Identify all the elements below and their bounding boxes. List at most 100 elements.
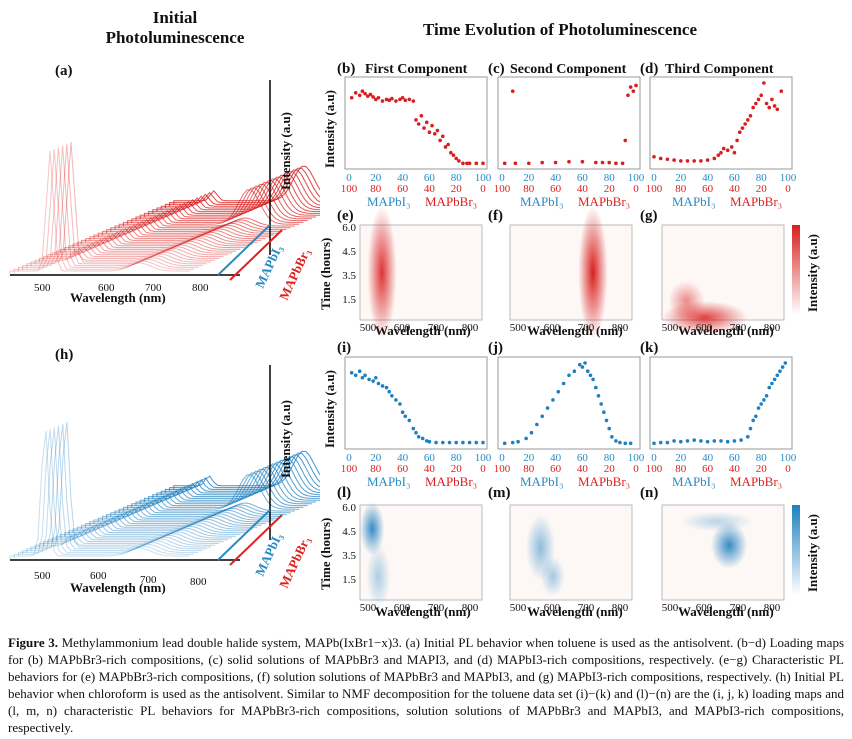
waterfall-plot-a xyxy=(9,80,320,281)
spectrum-curve xyxy=(51,242,233,257)
spectrum-curve xyxy=(17,427,199,557)
tick-top-i: 20 xyxy=(370,452,382,464)
data-point-i xyxy=(394,398,398,402)
spectrum-curve xyxy=(164,454,320,494)
spectrum-curve xyxy=(127,185,308,225)
heatmap-m-wavelength-label: Wavelength (nm) xyxy=(527,604,623,619)
data-point-j xyxy=(529,430,534,435)
data-point-k xyxy=(739,438,743,442)
data-point-i xyxy=(390,394,394,398)
spectrum-curve xyxy=(110,217,291,232)
spectrum-curve xyxy=(22,145,203,270)
data-point-j xyxy=(607,426,611,431)
data-point-b xyxy=(443,145,448,149)
data-point-b xyxy=(349,95,354,100)
data-point-d xyxy=(756,97,761,102)
data-point-i xyxy=(414,430,418,435)
data-point-j xyxy=(594,385,598,390)
spectrum-curve xyxy=(101,506,283,521)
spectrum-curve xyxy=(148,176,320,216)
heatmap-e-wavelength-label: Wavelength (nm) xyxy=(375,323,471,338)
data-point-b xyxy=(411,99,416,103)
data-point-b xyxy=(465,161,469,166)
tick-bottom-j: 80 xyxy=(523,463,535,475)
data-point-i xyxy=(376,381,381,386)
label-mapbi3-b: MAPbI₃ xyxy=(367,194,411,209)
tick-bottom-b: 80 xyxy=(370,183,382,195)
data-point-i xyxy=(420,436,425,441)
data-point-b xyxy=(353,91,358,95)
data-point-j xyxy=(510,440,515,445)
caption-label: Figure 3. xyxy=(8,635,58,650)
data-point-b xyxy=(430,123,434,128)
data-point-c xyxy=(540,160,544,165)
tick-top-b: 0 xyxy=(346,172,352,184)
waterfall-a-tick-500: 500 xyxy=(34,282,51,294)
waterfall-h-wavelength-label: Wavelength (nm) xyxy=(70,580,166,595)
data-point-c xyxy=(607,160,611,165)
data-point-i xyxy=(360,375,365,380)
data-point-c xyxy=(620,161,625,166)
title-first-component: First Component xyxy=(365,62,468,77)
spectrum-curve xyxy=(17,147,199,272)
panel-label-n: (n) xyxy=(640,485,659,501)
wl-tick-g: 800 xyxy=(764,322,781,334)
time-tick-l: 3.5 xyxy=(342,550,356,562)
spectrum-curve xyxy=(89,511,270,526)
data-point-d xyxy=(762,81,766,85)
tick-bottom-d: 0 xyxy=(785,183,791,195)
time-tick-e: 6.0 xyxy=(342,222,356,234)
data-point-b xyxy=(371,95,375,99)
data-point-b xyxy=(400,95,405,100)
data-point-d xyxy=(732,150,737,155)
data-point-j xyxy=(561,381,566,386)
data-point-b xyxy=(454,156,459,161)
label-mapbi3-d: MAPbI₃ xyxy=(672,194,716,209)
spectrum-curve xyxy=(118,474,300,514)
spectrum-curve xyxy=(89,226,270,241)
data-point-k xyxy=(783,361,788,365)
panel-label-g: (g) xyxy=(640,208,658,224)
label-mapbbr3-c: MAPbBr₃ xyxy=(578,194,630,209)
data-point-j xyxy=(596,394,601,398)
label-mapbbr3-i: MAPbBr₃ xyxy=(425,474,477,489)
data-point-k xyxy=(775,373,780,378)
spectrum-curve xyxy=(173,450,320,490)
data-point-k xyxy=(772,377,777,382)
data-point-j xyxy=(535,422,539,427)
data-point-d xyxy=(658,156,663,161)
data-point-d xyxy=(705,158,710,162)
data-point-j xyxy=(580,365,585,369)
heatmap-intensity-region-m xyxy=(540,556,565,597)
data-point-d xyxy=(746,118,750,122)
data-point-d xyxy=(764,101,769,106)
data-point-b xyxy=(403,98,408,103)
wl-tick-f: 800 xyxy=(612,322,629,334)
tick-top-i: 0 xyxy=(346,452,352,464)
tick-top-c: 20 xyxy=(523,172,535,184)
panel-label-f: (f) xyxy=(488,208,503,224)
waterfall-h-tick-700: 700 xyxy=(140,574,157,586)
wl-tick-n: 800 xyxy=(764,602,781,614)
tick-top-c: 0 xyxy=(499,172,505,184)
data-point-j xyxy=(591,377,595,382)
label-mapbbr3-d: MAPbBr₃ xyxy=(730,194,782,209)
tick-top-k: 20 xyxy=(675,452,687,464)
data-point-k xyxy=(759,402,763,406)
data-point-i xyxy=(481,440,485,445)
waterfall-h-tick-500: 500 xyxy=(34,570,51,582)
data-point-b xyxy=(376,95,381,100)
tick-bottom-c: 80 xyxy=(523,183,535,195)
panel-label-l: (l) xyxy=(337,485,352,501)
tick-bottom-i: 100 xyxy=(341,463,358,475)
spectrum-curve xyxy=(80,229,262,245)
tick-bottom-d: 40 xyxy=(729,183,741,195)
spectrum-curve xyxy=(9,150,191,275)
tick-top-k: 60 xyxy=(729,452,741,464)
data-point-j xyxy=(524,436,528,441)
data-point-j xyxy=(540,414,544,419)
data-point-i xyxy=(367,377,371,382)
data-point-d xyxy=(699,159,703,163)
data-point-j xyxy=(623,441,628,446)
data-point-j xyxy=(585,369,590,374)
